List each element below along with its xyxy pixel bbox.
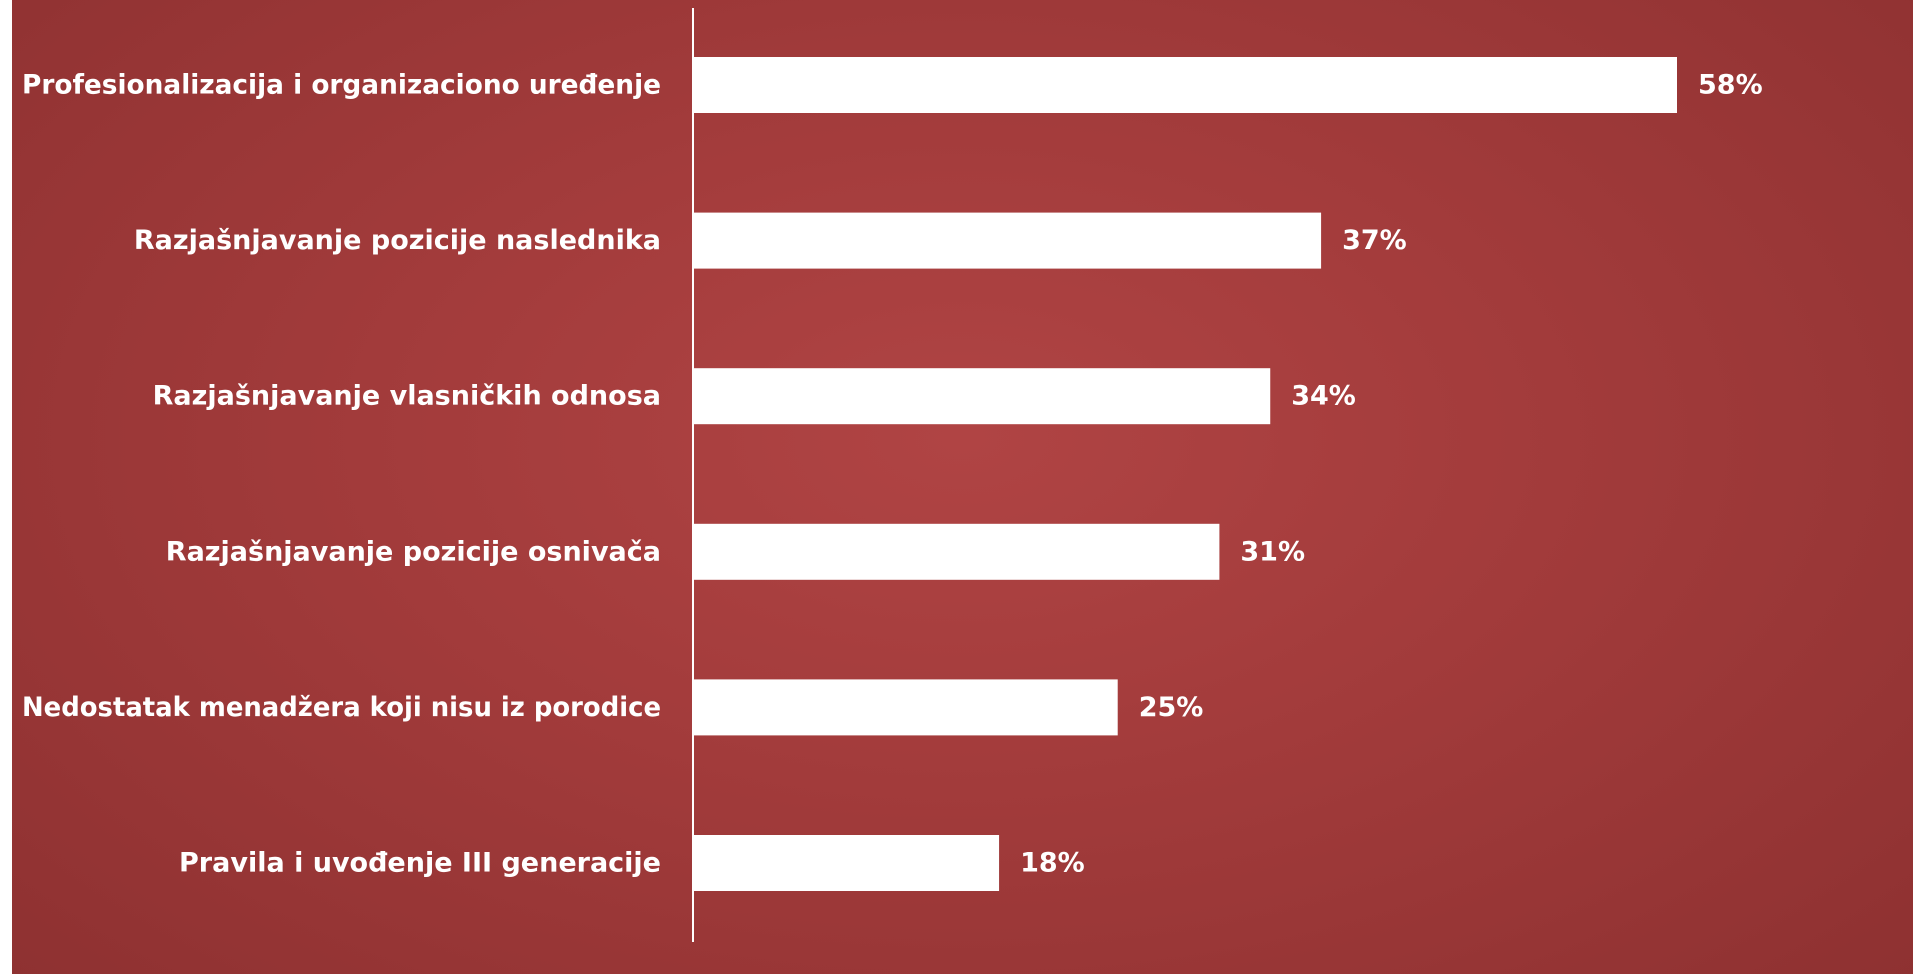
- chart-area: Profesionalizacija i organizaciono uređe…: [12, 0, 1913, 974]
- bar: [694, 212, 1322, 269]
- bars-group: Profesionalizacija i organizaciono uređe…: [22, 57, 1763, 891]
- category-label: Nedostatak menadžera koji nisu iz porodi…: [22, 692, 661, 723]
- category-label: Profesionalizacija i organizaciono uređe…: [22, 70, 661, 101]
- bar: [694, 368, 1271, 425]
- bar-chart: Profesionalizacija i organizaciono uređe…: [22, 8, 1763, 942]
- category-label: Razjašnjavanje pozicije osnivača: [166, 536, 661, 567]
- value-label: 18%: [1020, 848, 1085, 879]
- bar: [694, 57, 1677, 113]
- category-label: Pravila i uvođenje III generacije: [179, 848, 661, 879]
- value-label: 31%: [1240, 536, 1305, 567]
- category-label: Razjašnjavanje pozicije naslednika: [134, 225, 661, 256]
- bar: [694, 835, 1000, 891]
- bar: [694, 523, 1220, 580]
- value-label: 37%: [1342, 225, 1407, 256]
- category-label: Razjašnjavanje vlasničkih odnosa: [153, 381, 661, 412]
- value-label: 58%: [1698, 70, 1763, 101]
- value-label: 34%: [1291, 381, 1356, 412]
- value-label: 25%: [1139, 692, 1204, 723]
- bar: [694, 679, 1118, 736]
